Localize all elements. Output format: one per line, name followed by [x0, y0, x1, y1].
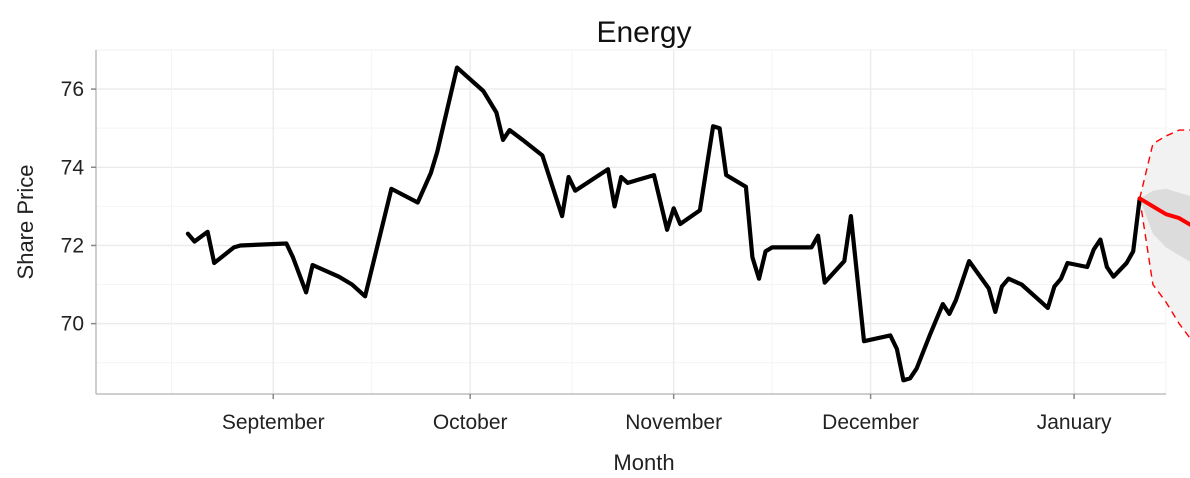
forecast-lower-bound-line [1139, 198, 1190, 340]
y-tick-label: 76 [61, 78, 84, 101]
forecast-upper-bound-line [1139, 129, 1190, 199]
x-tick-label: January [1037, 411, 1112, 434]
x-tick-label: October [433, 411, 508, 434]
y-tick-label: 74 [61, 156, 85, 179]
chart-title: Energy [596, 16, 691, 49]
plot-area: 70 72 74 76 September October November December… [61, 49, 1190, 434]
panel-background [95, 49, 1167, 395]
y-tick-label: 70 [61, 313, 84, 336]
y-tick-label: 72 [61, 234, 84, 257]
history-line [185, 65, 1142, 383]
x-tick-label: December [822, 411, 919, 434]
x-axis-label: Month [613, 450, 674, 475]
x-tick-label: September [222, 411, 325, 434]
forecast-line [1137, 196, 1190, 227]
x-tick-label: November [625, 411, 722, 434]
y-axis-label: Share Price [13, 165, 38, 280]
